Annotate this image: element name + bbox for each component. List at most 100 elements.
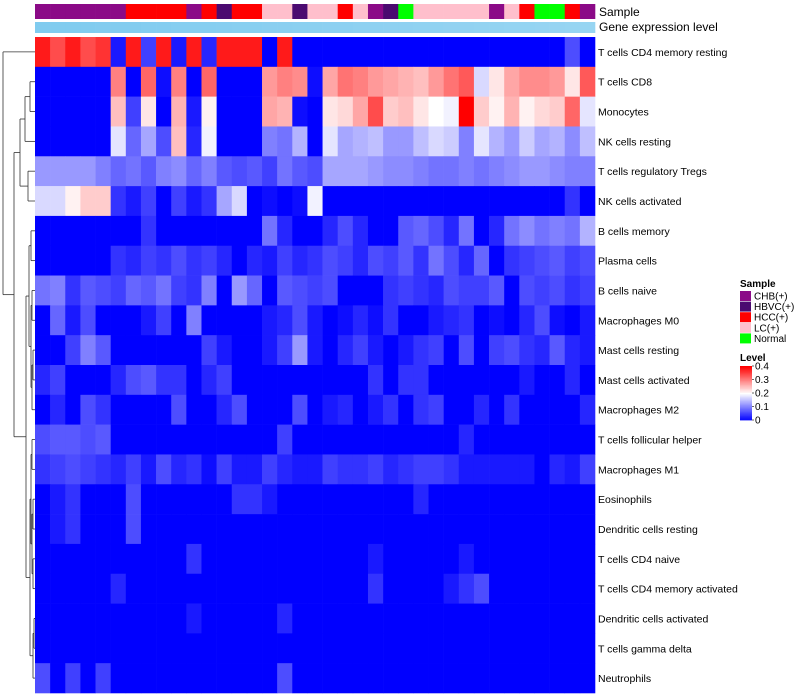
- heatmap-cell: [458, 603, 475, 634]
- heatmap-cell: [443, 37, 460, 68]
- heatmap-cell: [246, 96, 263, 127]
- heatmap-cell: [156, 96, 172, 127]
- heatmap-cell: [367, 156, 384, 187]
- heatmap-cell: [125, 215, 142, 247]
- heatmap-cell: [322, 305, 339, 336]
- heatmap-cell: [579, 245, 596, 276]
- heatmap-cell: [95, 633, 111, 664]
- gene-level-cell: [216, 22, 233, 33]
- heatmap-cell: [277, 573, 293, 604]
- heatmap-cell: [110, 663, 127, 694]
- heatmap-cell: [549, 96, 566, 127]
- level-legend-gradient-step: [740, 401, 752, 403]
- heatmap-cell: [428, 96, 444, 127]
- row-label: B cells memory: [598, 226, 671, 238]
- heatmap-cell: [262, 96, 278, 127]
- heatmap-cell: [292, 335, 308, 366]
- heatmap-cell: [398, 37, 414, 68]
- row-label: Dendritic cells resting: [598, 524, 698, 536]
- heatmap-cell: [35, 96, 51, 127]
- sample-annotation-cell: [489, 4, 505, 19]
- heatmap-cell: [322, 543, 339, 575]
- heatmap-cell: [35, 663, 51, 694]
- gene-level-cell: [473, 22, 490, 33]
- heatmap-cell: [504, 275, 520, 306]
- heatmap-cell: [398, 126, 414, 157]
- heatmap-cell: [398, 66, 414, 97]
- heatmap-cell: [443, 543, 460, 575]
- heatmap-cell: [110, 335, 127, 366]
- heatmap-cell: [216, 66, 233, 97]
- heatmap-cell: [277, 37, 293, 68]
- heatmap-cell: [519, 245, 535, 276]
- heatmap-cell: [458, 66, 475, 97]
- heatmap-cell: [579, 215, 596, 247]
- heatmap-cell: [367, 96, 384, 127]
- sample-annotation-cell: [337, 4, 354, 19]
- heatmap-cell: [216, 603, 233, 634]
- sample-annotation-cell: [398, 4, 414, 19]
- sample-legend-swatch: [740, 301, 751, 312]
- sample-annotation-cell: [125, 4, 142, 19]
- heatmap-cell: [352, 424, 369, 455]
- heatmap-cell: [549, 156, 566, 187]
- heatmap-cell: [156, 275, 172, 306]
- heatmap-cell: [262, 66, 278, 97]
- heatmap-cell: [458, 186, 475, 217]
- level-legend-gradient-step: [740, 394, 752, 397]
- heatmap-cell: [413, 424, 429, 455]
- heatmap-cell: [140, 215, 157, 247]
- gene-level-cell: [383, 22, 399, 33]
- heatmap-cell: [367, 365, 384, 396]
- heatmap-cell: [80, 543, 96, 575]
- heatmap-cell: [428, 514, 444, 545]
- heatmap-cell: [383, 156, 399, 187]
- heatmap-cell: [458, 215, 475, 247]
- heatmap-cell: [35, 66, 51, 97]
- heatmap-cell: [519, 573, 535, 604]
- gene-level-cell: [80, 22, 96, 33]
- heatmap-cell: [579, 424, 596, 455]
- level-legend-gradient-step: [740, 413, 752, 415]
- heatmap-cell: [156, 66, 172, 97]
- heatmap-cell: [504, 215, 520, 247]
- heatmap-cell: [519, 543, 535, 575]
- heatmap-cell: [246, 66, 263, 97]
- heatmap-cell: [579, 454, 596, 485]
- heatmap-cell: [65, 96, 81, 127]
- row-label: T cells CD4 naive: [598, 554, 680, 566]
- heatmap-cell: [292, 275, 308, 306]
- heatmap-cell: [65, 603, 81, 634]
- heatmap-cell: [443, 454, 460, 485]
- heatmap-cell: [80, 186, 96, 217]
- heatmap-cell: [201, 663, 217, 694]
- heatmap-cell: [398, 215, 414, 247]
- heatmap-cell: [398, 96, 414, 127]
- heatmap-cell: [216, 514, 233, 545]
- level-legend-tick-label: 0: [755, 416, 761, 427]
- heatmap-cell: [428, 37, 444, 68]
- heatmap-cell: [140, 424, 157, 455]
- heatmap-cell: [352, 96, 369, 127]
- heatmap-cell: [519, 66, 535, 97]
- heatmap-cell: [292, 305, 308, 336]
- heatmap-cell: [50, 573, 66, 604]
- heatmap-cell: [322, 335, 339, 366]
- heatmap-cell: [65, 633, 81, 664]
- heatmap-cell: [534, 484, 550, 515]
- level-legend-gradient-step: [740, 409, 752, 411]
- heatmap-cell: [277, 96, 293, 127]
- heatmap-cell: [277, 275, 293, 306]
- heatmap-cell: [413, 156, 429, 187]
- level-legend-gradient-step: [740, 378, 752, 380]
- heatmap-cell: [156, 245, 172, 276]
- heatmap-cell: [231, 424, 248, 455]
- heatmap-cell: [519, 514, 535, 545]
- heatmap-cell: [246, 514, 263, 545]
- heatmap-cell: [156, 603, 172, 634]
- heatmap-cell: [65, 484, 81, 515]
- heatmap-cell: [95, 424, 111, 455]
- heatmap-cell: [564, 215, 581, 247]
- heatmap-cell: [564, 365, 581, 396]
- heatmap-cell: [50, 37, 66, 68]
